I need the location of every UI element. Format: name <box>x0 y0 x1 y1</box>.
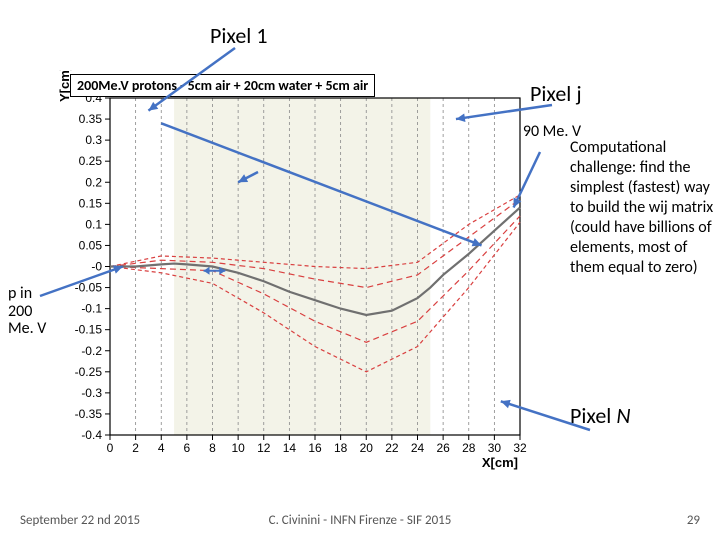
annotation-arrows <box>0 0 720 540</box>
footer-page-number: 29 <box>687 513 700 528</box>
footer-attribution: C. Civinini - INFN Firenze - SIF 2015 <box>0 513 720 528</box>
